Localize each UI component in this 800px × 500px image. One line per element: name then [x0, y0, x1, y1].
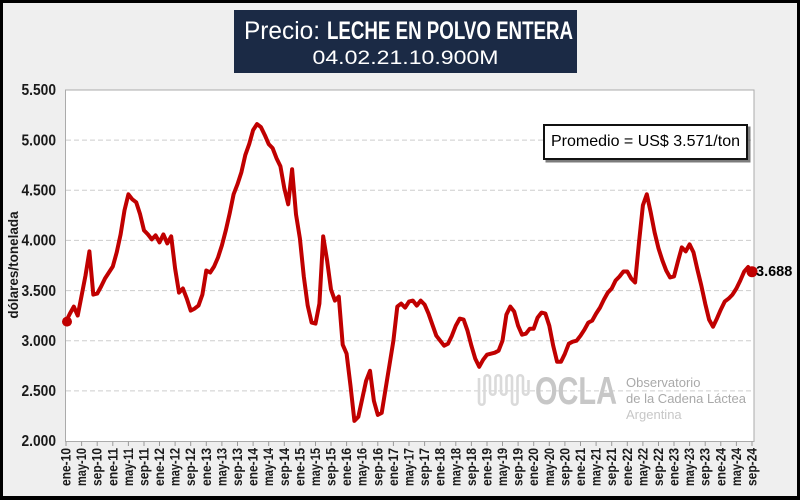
svg-text:sep-12: sep-12	[183, 448, 198, 486]
svg-text:ene-23: ene-23	[667, 448, 682, 486]
svg-text:sep-14: sep-14	[277, 448, 292, 486]
svg-text:sep-17: sep-17	[417, 448, 432, 486]
svg-text:may-11: may-11	[121, 448, 136, 486]
svg-text:ene-17: ene-17	[386, 448, 401, 486]
svg-text:sep-10: sep-10	[90, 448, 105, 486]
svg-text:may-21: may-21	[589, 448, 604, 486]
svg-text:ene-12: ene-12	[152, 448, 167, 486]
svg-text:4.000: 4.000	[22, 233, 57, 250]
svg-text:sep-18: sep-18	[464, 448, 479, 486]
svg-text:sep-16: sep-16	[370, 448, 385, 486]
svg-text:sep-19: sep-19	[511, 448, 526, 486]
svg-text:may-16: may-16	[355, 448, 370, 486]
svg-text:ene-11: ene-11	[105, 448, 120, 486]
svg-text:2.000: 2.000	[22, 433, 57, 450]
svg-text:4.500: 4.500	[22, 182, 57, 199]
svg-text:may-20: may-20	[542, 448, 557, 486]
svg-text:Precio:: Precio:	[244, 17, 320, 45]
svg-text:ene-18: ene-18	[433, 448, 448, 486]
svg-text:sep-24: sep-24	[745, 448, 760, 486]
svg-text:may-12: may-12	[168, 448, 183, 486]
svg-text:OCLA: OCLA	[535, 370, 617, 413]
svg-text:04.02.21.10.900M: 04.02.21.10.900M	[313, 48, 499, 69]
svg-text:may-17: may-17	[402, 448, 417, 486]
svg-text:may-14: may-14	[261, 448, 276, 486]
svg-text:ene-19: ene-19	[480, 448, 495, 486]
svg-text:sep-13: sep-13	[230, 448, 245, 486]
svg-text:LECHE EN POLVO ENTERA: LECHE EN POLVO ENTERA	[327, 17, 573, 45]
svg-text:2.500: 2.500	[22, 383, 57, 400]
svg-text:sep-11: sep-11	[137, 448, 152, 486]
svg-text:ene-10: ene-10	[59, 448, 74, 486]
svg-text:ene-20: ene-20	[526, 448, 541, 486]
svg-text:sep-21: sep-21	[604, 448, 619, 486]
svg-text:ene-15: ene-15	[292, 448, 307, 486]
svg-text:5.500: 5.500	[22, 82, 57, 99]
svg-text:may-13: may-13	[214, 448, 229, 486]
svg-text:ene-16: ene-16	[339, 448, 354, 486]
svg-text:may-24: may-24	[729, 448, 744, 486]
svg-text:5.000: 5.000	[22, 132, 57, 149]
svg-text:may-15: may-15	[308, 448, 323, 486]
svg-text:ene-21: ene-21	[573, 448, 588, 486]
svg-text:sep-23: sep-23	[698, 448, 713, 486]
svg-text:may-22: may-22	[635, 448, 650, 486]
svg-text:sep-20: sep-20	[557, 448, 572, 486]
svg-text:ene-13: ene-13	[199, 448, 214, 486]
svg-text:sep-22: sep-22	[651, 448, 666, 486]
svg-text:ene-22: ene-22	[620, 448, 635, 486]
svg-text:sep-15: sep-15	[324, 448, 339, 486]
svg-text:may-10: may-10	[74, 448, 89, 486]
svg-text:dólares/tonelada: dólares/tonelada	[6, 211, 21, 319]
svg-text:may-19: may-19	[495, 448, 510, 486]
svg-text:may-23: may-23	[682, 448, 697, 486]
svg-text:ene-14: ene-14	[246, 448, 261, 486]
svg-text:ene-24: ene-24	[713, 448, 728, 486]
svg-text:3.000: 3.000	[22, 333, 57, 350]
svg-text:may-18: may-18	[448, 448, 463, 486]
svg-text:3.500: 3.500	[22, 283, 57, 300]
